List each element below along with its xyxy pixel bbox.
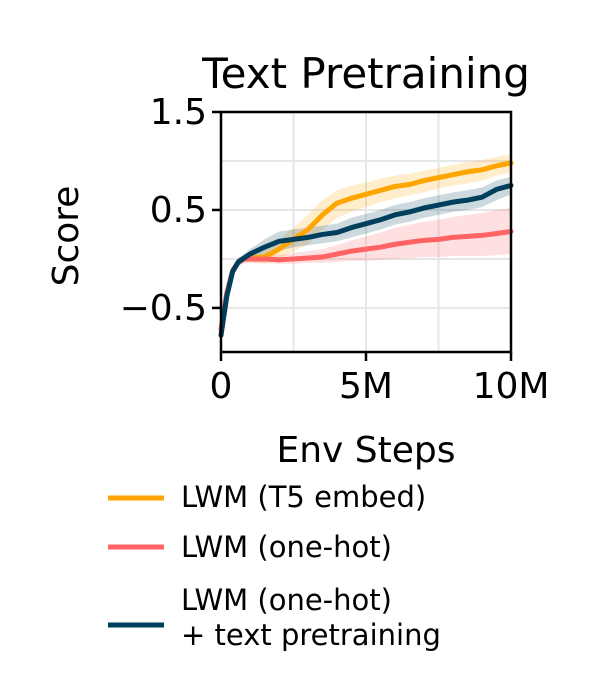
legend-label-line: + text pretraining [181,618,441,652]
series-line-2 [218,182,514,338]
legend-label-line: LWM (one-hot) [181,583,392,617]
legend-label-2: LWM (one-hot) + text pretraining [181,583,441,652]
x-tick-label: 0 [210,366,233,407]
x-axis-ticks: 0 5M 10M [210,352,550,407]
x-tick-label: 10M [473,366,550,407]
legend-label-0: LWM (T5 embed) [181,480,426,514]
legend: LWM (T5 embed)LWM (one-hot)LWM (one-hot)… [108,480,441,652]
legend-label-line: LWM (one-hot) [181,530,392,564]
x-tick-label: 5M [339,366,393,407]
legend-label-1: LWM (one-hot) [181,530,392,564]
legend-label-line: LWM (T5 embed) [181,480,426,514]
series-lines [218,160,514,338]
series-band-2 [221,176,511,338]
y-tick-label: −0.5 [120,288,207,329]
chart-title: Text Pretraining [201,49,530,98]
y-tick-label: 1.5 [150,92,207,133]
y-axis-label: Score [46,186,87,287]
x-axis-label: Env Steps [276,430,455,471]
y-tick-label: 0.5 [150,190,207,231]
y-axis-ticks: 1.5 0.5 −0.5 [120,92,221,329]
